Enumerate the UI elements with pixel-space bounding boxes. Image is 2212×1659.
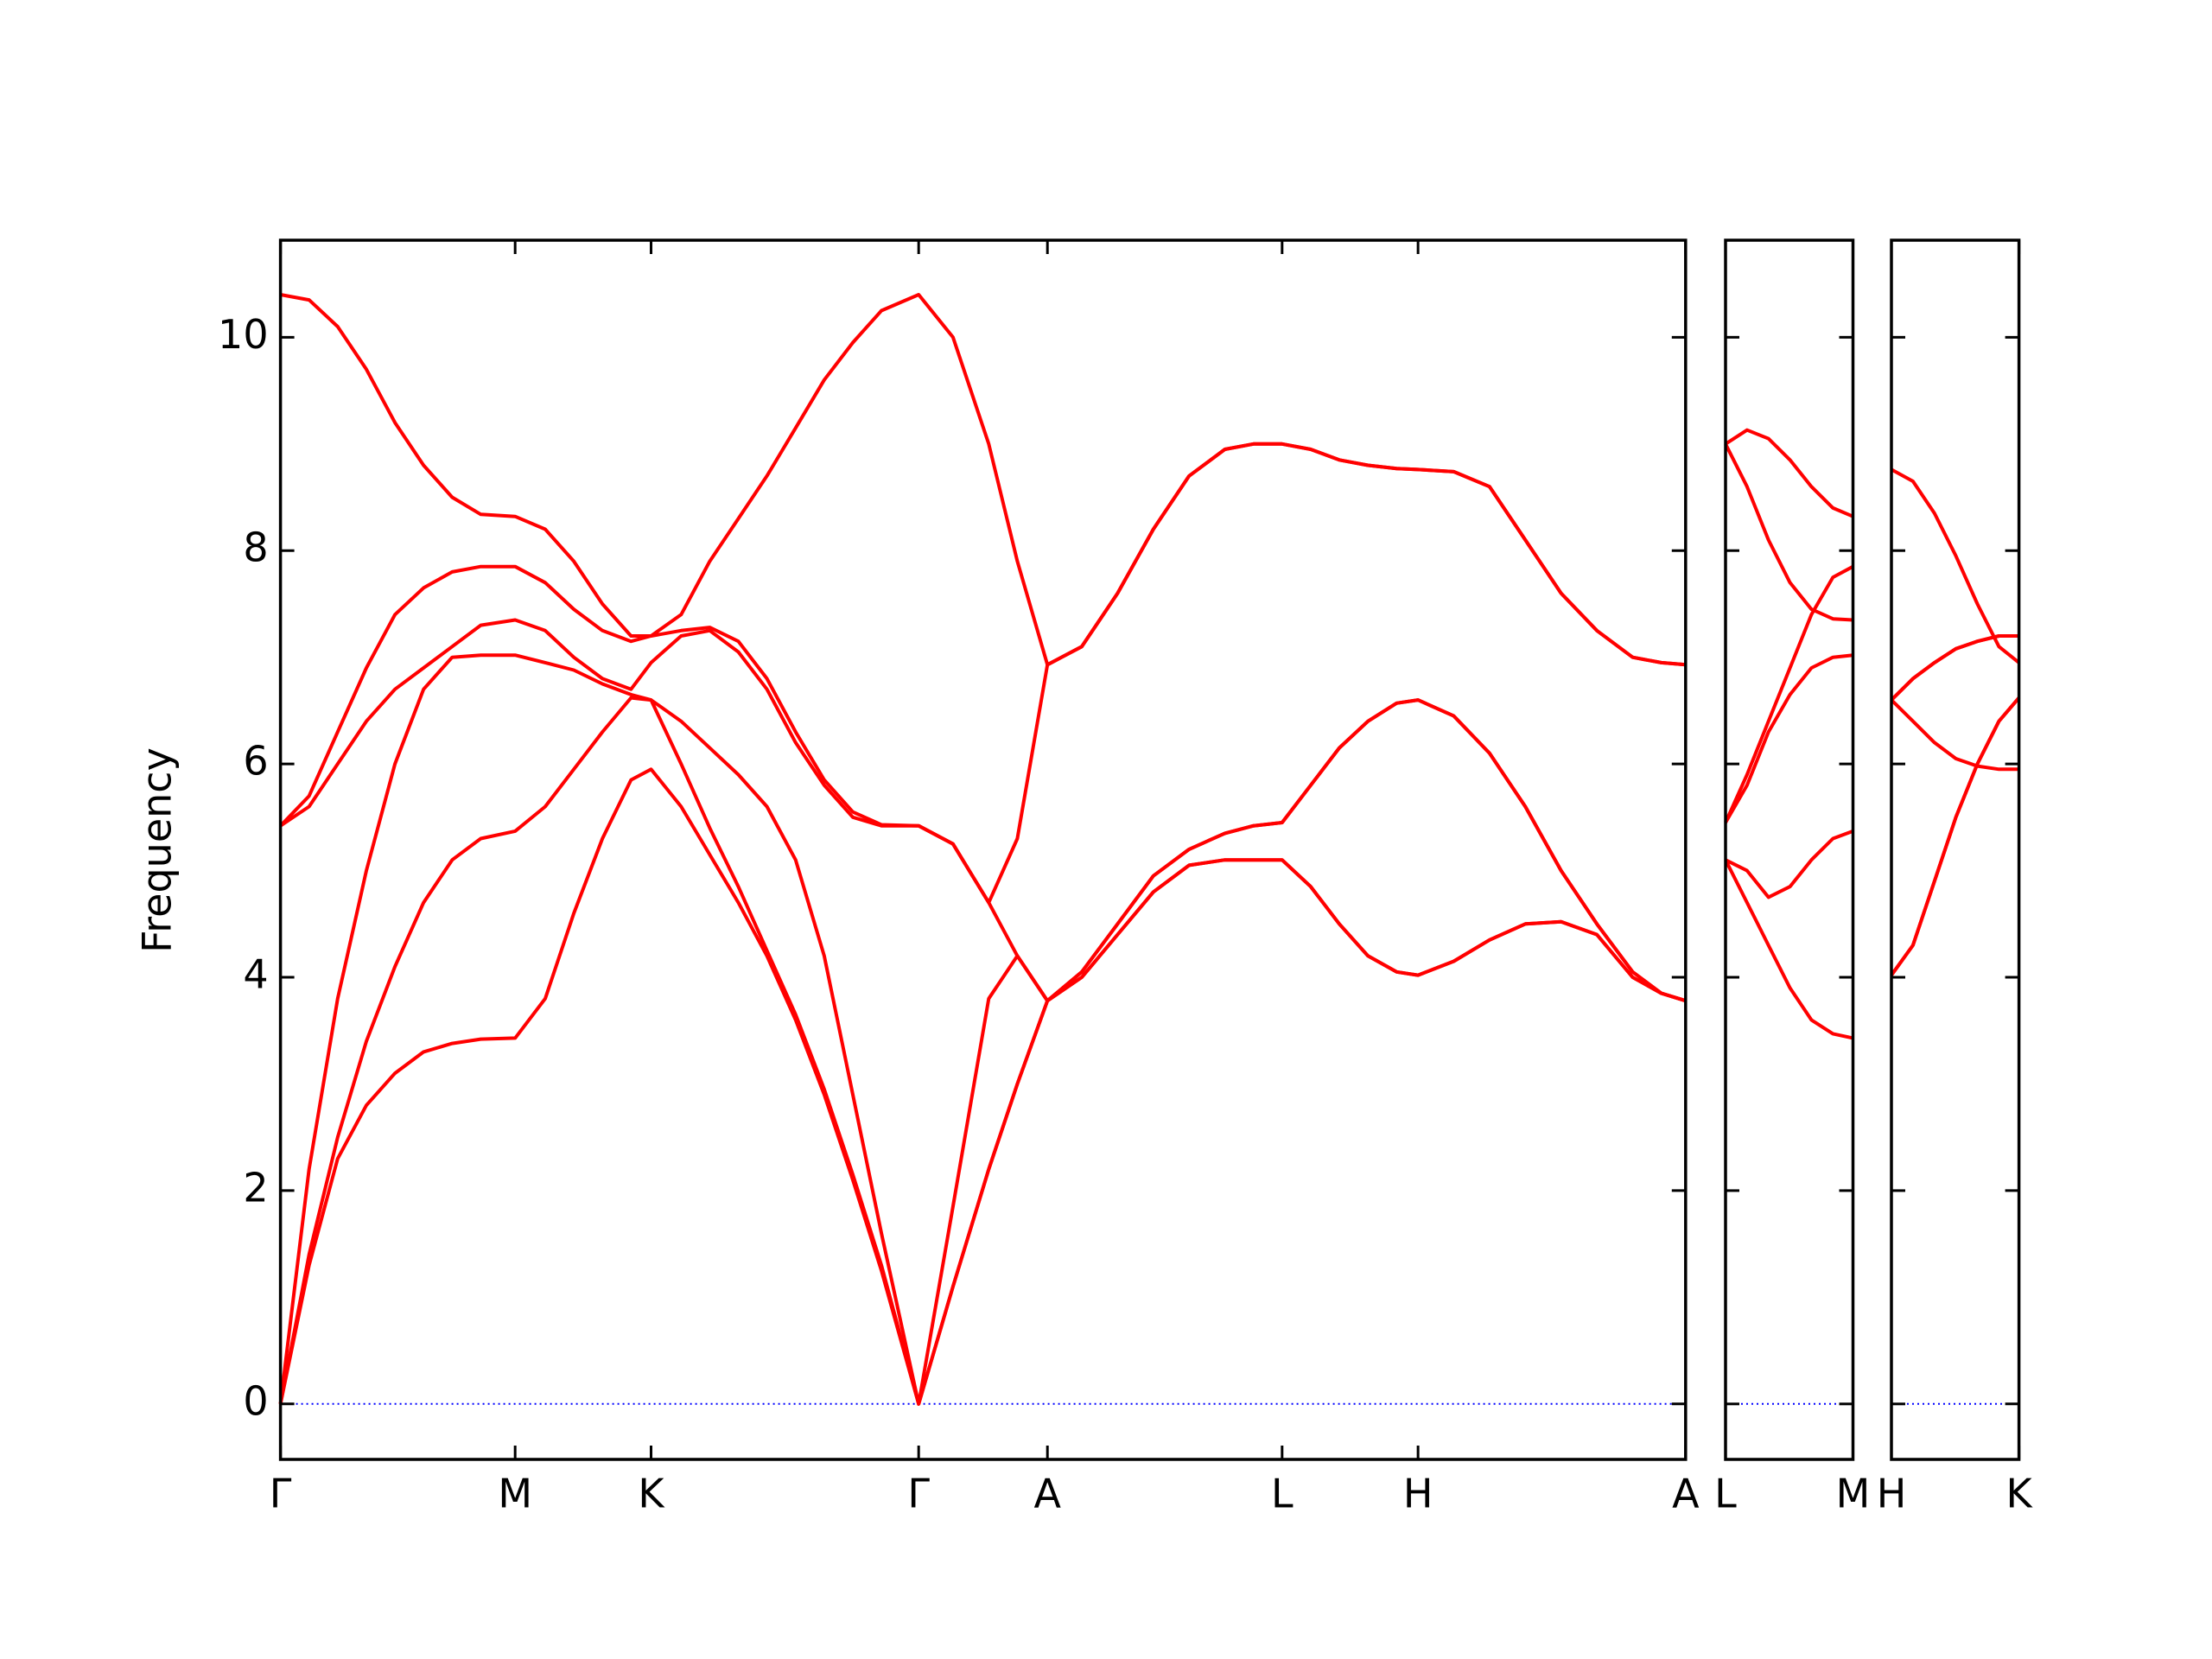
x-tick-label: K <box>2006 1471 2034 1517</box>
x-tick-label: H <box>1403 1471 1433 1517</box>
y-tick-label: 0 <box>243 1377 268 1424</box>
plot-frame <box>1890 238 2021 1461</box>
band-line <box>1724 442 1853 622</box>
x-tick-label: Γ <box>270 1471 292 1517</box>
y-tick-label: 8 <box>243 524 268 571</box>
band-line <box>278 696 1687 1406</box>
band-line <box>1725 830 1854 899</box>
band-line <box>1891 467 2020 664</box>
y-tick-label: 6 <box>243 738 268 785</box>
plot-frame <box>278 238 1688 1461</box>
band-line <box>1890 696 2021 976</box>
band-line <box>1890 634 2019 702</box>
x-tick-label: K <box>638 1471 665 1517</box>
y-tick-label: 4 <box>243 951 268 998</box>
x-tick-label: L <box>1714 1471 1737 1517</box>
band-line <box>1724 859 1853 1040</box>
band-line <box>279 442 1686 905</box>
band-line <box>1890 698 2019 772</box>
band-line <box>278 767 1687 1406</box>
band-line <box>279 618 1687 1003</box>
band-line <box>280 293 1686 667</box>
band-line <box>1724 653 1853 823</box>
x-tick-label: Γ <box>907 1471 930 1517</box>
x-tick-label: L <box>1271 1471 1294 1517</box>
x-tick-label: A <box>1672 1471 1700 1517</box>
x-tick-label: A <box>1033 1471 1061 1517</box>
x-tick-label: H <box>1877 1471 1907 1517</box>
band-line <box>278 653 1687 1406</box>
band-line <box>1890 696 2021 976</box>
y-axis-label: Frequency <box>134 747 181 953</box>
x-tick-label: M <box>498 1471 532 1517</box>
plot-frame <box>1724 238 1855 1461</box>
y-tick-label: 2 <box>243 1164 268 1211</box>
y-tick-label: 10 <box>218 311 269 358</box>
band-line <box>1724 428 1854 518</box>
band-line <box>1724 564 1854 823</box>
x-tick-label: M <box>1836 1471 1871 1517</box>
